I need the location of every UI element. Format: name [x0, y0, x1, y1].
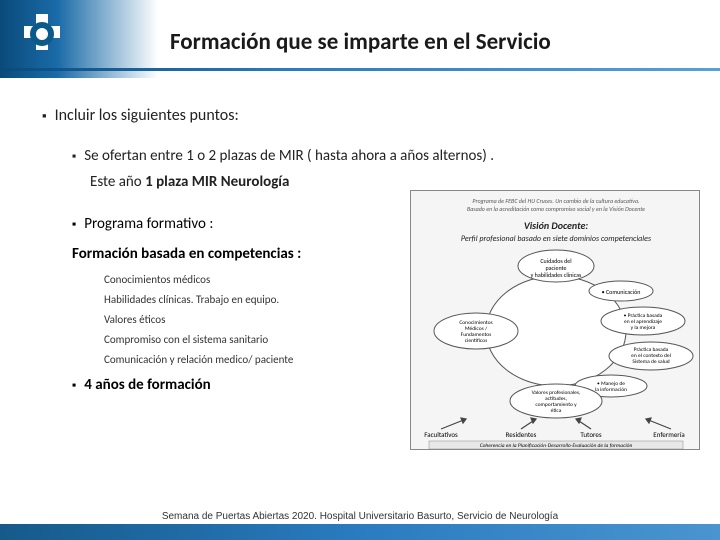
sub-bullet-plazas: Se ofertan entre 1 o 2 plazas de MIR ( h… — [72, 147, 682, 165]
oval-label: y la mejora — [631, 325, 656, 331]
footer-band — [0, 524, 720, 540]
oval-label: científicos — [465, 338, 487, 344]
este-ano-bold: 1 plaza MIR Neurología — [145, 173, 289, 191]
vision-subtitle: Perfil profesional basado en siete domin… — [461, 234, 652, 244]
oval-label: • Comunicación — [602, 288, 641, 296]
main-bullet: Incluir los siguientes puntos: — [42, 106, 682, 125]
diagram-caption: Basado en la acreditación como compromis… — [467, 205, 645, 213]
diagram-footer: Coherencia en la Planificación-Desarroll… — [480, 443, 633, 449]
diagram-caption: Programa de FEBC del HU Cruces. Un cambi… — [472, 197, 639, 205]
arrow-label: Facultativos — [424, 430, 458, 439]
oval-label: la información — [595, 387, 627, 393]
este-ano-line: Este año 1 plaza MIR Neurología — [90, 173, 682, 191]
este-ano-prefix: Este año — [90, 173, 145, 191]
oval-label: Sistema de salud — [632, 359, 669, 365]
arrow-label: Enfermería — [653, 430, 684, 439]
vision-title: Visión Docente: — [524, 219, 589, 232]
title-underline — [0, 68, 720, 71]
page-title: Formación que se imparte en el Servicio — [170, 28, 551, 56]
logo — [18, 10, 66, 58]
arrow-label: Tutores — [580, 430, 601, 439]
vision-docente-diagram: Programa de FEBC del HU Cruces. Un cambi… — [410, 190, 700, 450]
oval-label: ética — [551, 408, 562, 414]
oval-label: y habilidades clínicas — [531, 271, 582, 279]
arrow-label: Residentes — [506, 430, 537, 439]
footer-text: Semana de Puertas Abiertas 2020. Hospita… — [0, 511, 720, 522]
